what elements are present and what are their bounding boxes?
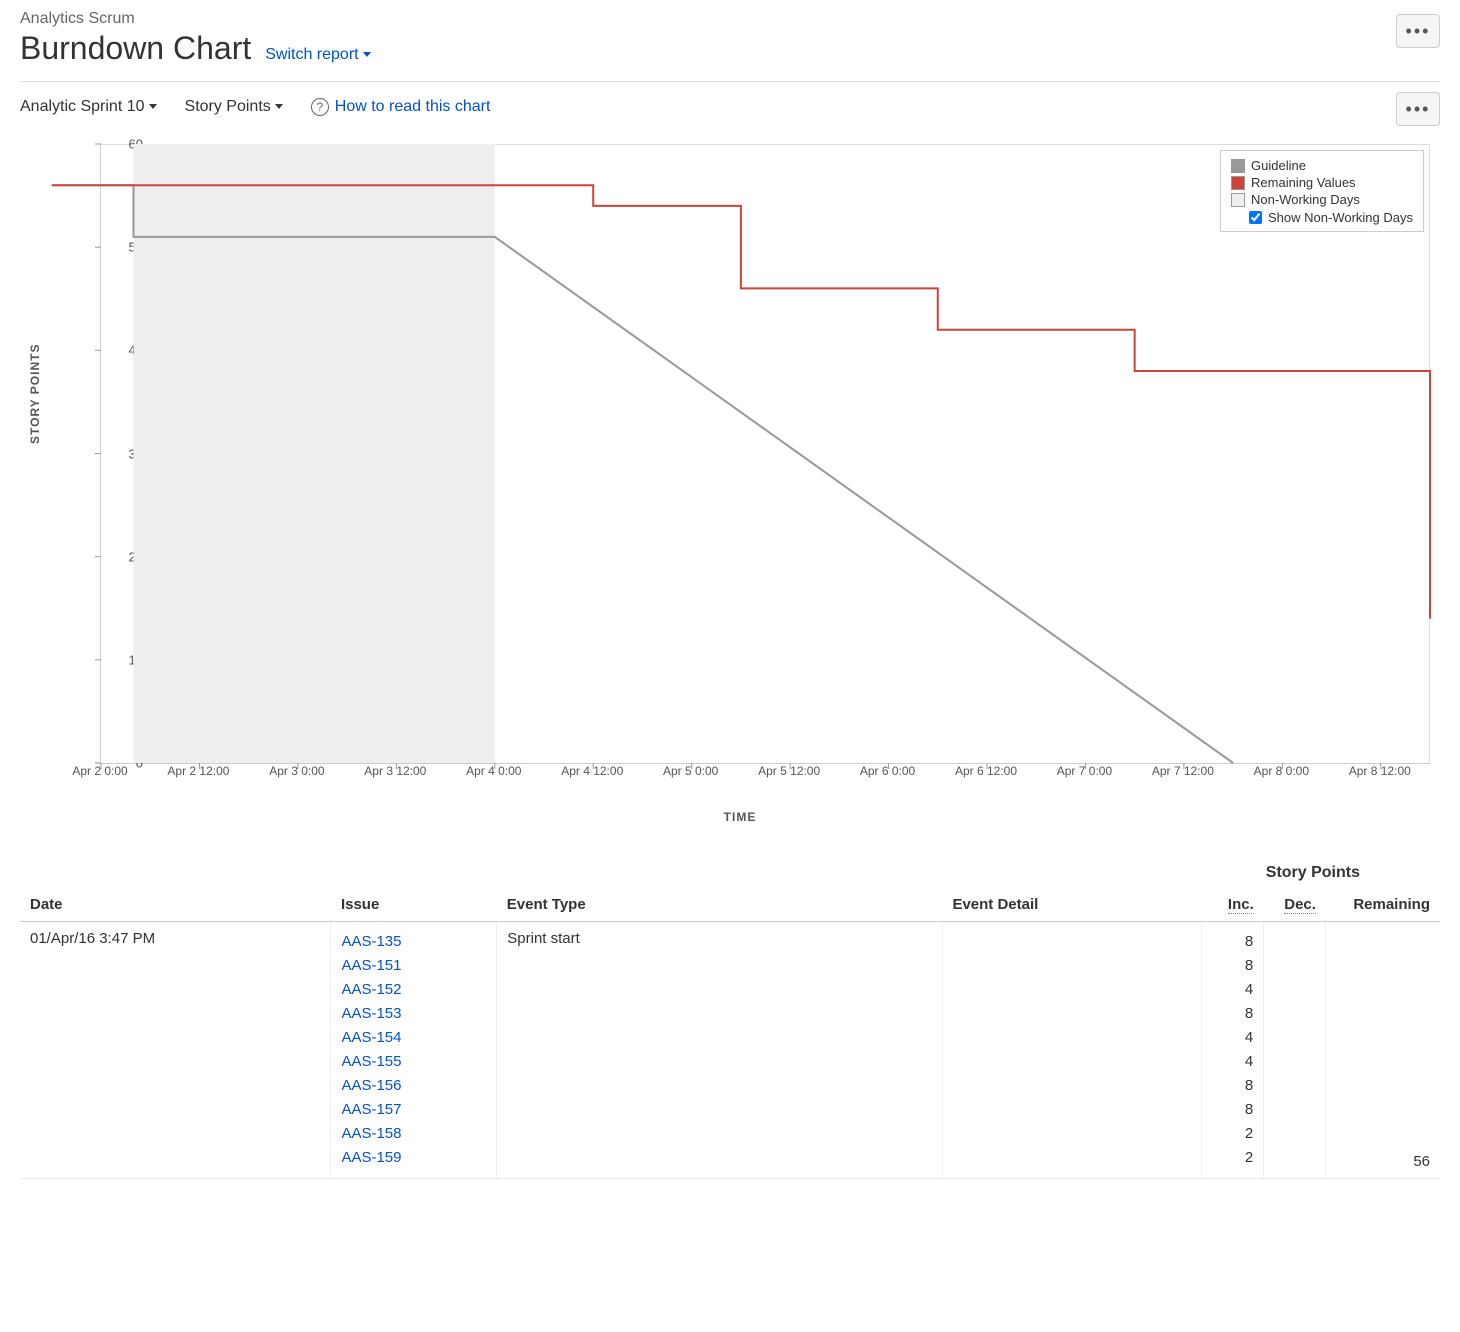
x-tick-label: Apr 6 12:00 — [955, 764, 1017, 778]
events-table: Date Issue Event Type Event Detail Inc. … — [20, 888, 1440, 1179]
issue-link[interactable]: AAS-152 — [341, 978, 486, 1002]
x-tick-label: Apr 7 0:00 — [1057, 764, 1112, 778]
legend-swatch — [1231, 176, 1245, 190]
legend-item: Guideline — [1231, 157, 1413, 174]
table-row: 01/Apr/16 3:47 PMAAS-135AAS-151AAS-152AA… — [20, 922, 1440, 1179]
cell-event-detail — [942, 922, 1201, 1179]
burndown-chart: 0102030405060 GuidelineRemaining ValuesN… — [100, 144, 1430, 764]
inc-value: 8 — [1212, 1098, 1253, 1122]
x-tick-label: Apr 5 0:00 — [663, 764, 718, 778]
col-inc[interactable]: Inc. — [1202, 888, 1264, 922]
legend-item: Non-Working Days — [1231, 191, 1413, 208]
col-remaining[interactable]: Remaining — [1326, 888, 1440, 922]
legend-label: Guideline — [1251, 158, 1306, 173]
cell-event-type: Sprint start — [497, 922, 943, 1179]
issue-link[interactable]: AAS-156 — [341, 1074, 486, 1098]
sprint-dropdown[interactable]: Analytic Sprint 10 — [20, 98, 157, 116]
x-tick-label: Apr 5 12:00 — [758, 764, 820, 778]
legend-item: Remaining Values — [1231, 174, 1413, 191]
inc-value: 4 — [1212, 1026, 1253, 1050]
cell-dec — [1264, 922, 1326, 1179]
x-tick-label: Apr 7 12:00 — [1152, 764, 1214, 778]
x-tick-label: Apr 8 0:00 — [1254, 764, 1309, 778]
inc-value: 8 — [1212, 930, 1253, 954]
cell-date: 01/Apr/16 3:47 PM — [20, 922, 331, 1179]
inc-value: 2 — [1212, 1122, 1253, 1146]
x-tick-label: Apr 3 12:00 — [364, 764, 426, 778]
chart-actions-button[interactable]: ••• — [1396, 92, 1440, 126]
kebab-icon: ••• — [1406, 99, 1431, 120]
col-issue[interactable]: Issue — [331, 888, 497, 922]
breadcrumb[interactable]: Analytics Scrum — [20, 10, 1440, 28]
inc-value: 2 — [1212, 1146, 1253, 1170]
story-points-group-header: Story Points — [20, 864, 1440, 882]
legend-swatch — [1231, 193, 1245, 207]
x-tick-label: Apr 6 0:00 — [860, 764, 915, 778]
x-tick-label: Apr 3 0:00 — [269, 764, 324, 778]
show-non-working-days-checkbox[interactable] — [1249, 211, 1262, 224]
cell-inc: 8848448822 — [1202, 922, 1264, 1179]
how-to-read-link[interactable]: How to read this chart — [335, 98, 491, 116]
show-non-working-days-label[interactable]: Show Non-Working Days — [1268, 210, 1413, 225]
issue-link[interactable]: AAS-151 — [341, 954, 486, 978]
cell-remaining: 56 — [1326, 922, 1440, 1179]
col-event-type[interactable]: Event Type — [497, 888, 943, 922]
inc-value: 4 — [1212, 1050, 1253, 1074]
issue-link[interactable]: AAS-157 — [341, 1098, 486, 1122]
y-axis-label: STORY POINTS — [28, 344, 42, 444]
col-event-detail[interactable]: Event Detail — [942, 888, 1201, 922]
x-tick-label: Apr 4 0:00 — [466, 764, 521, 778]
page-title: Burndown Chart — [20, 30, 251, 67]
switch-report-link[interactable]: Switch report — [265, 46, 370, 64]
x-axis-label: TIME — [50, 810, 1430, 824]
cell-issue: AAS-135AAS-151AAS-152AAS-153AAS-154AAS-1… — [331, 922, 497, 1179]
x-tick-label: Apr 4 12:00 — [561, 764, 623, 778]
x-tick-label: Apr 8 12:00 — [1349, 764, 1411, 778]
col-dec[interactable]: Dec. — [1264, 888, 1326, 922]
inc-value: 8 — [1212, 954, 1253, 978]
inc-value: 4 — [1212, 978, 1253, 1002]
issue-link[interactable]: AAS-154 — [341, 1026, 486, 1050]
inc-value: 8 — [1212, 1074, 1253, 1098]
legend-label: Non-Working Days — [1251, 192, 1360, 207]
kebab-icon: ••• — [1406, 21, 1431, 42]
issue-link[interactable]: AAS-153 — [341, 1002, 486, 1026]
issue-link[interactable]: AAS-155 — [341, 1050, 486, 1074]
issue-link[interactable]: AAS-159 — [341, 1146, 486, 1170]
legend-swatch — [1231, 159, 1245, 173]
issue-link[interactable]: AAS-135 — [341, 930, 486, 954]
chart-legend: Guideline Remaining Values Non-Working Day… — [1220, 150, 1424, 232]
col-date[interactable]: Date — [20, 888, 331, 922]
x-tick-label: Apr 2 12:00 — [167, 764, 229, 778]
help-icon: ? — [311, 98, 329, 116]
more-actions-button[interactable]: ••• — [1396, 14, 1440, 48]
inc-value: 8 — [1212, 1002, 1253, 1026]
issue-link[interactable]: AAS-158 — [341, 1122, 486, 1146]
legend-label: Remaining Values — [1251, 175, 1356, 190]
metric-dropdown[interactable]: Story Points — [185, 98, 283, 116]
x-tick-label: Apr 2 0:00 — [72, 764, 127, 778]
